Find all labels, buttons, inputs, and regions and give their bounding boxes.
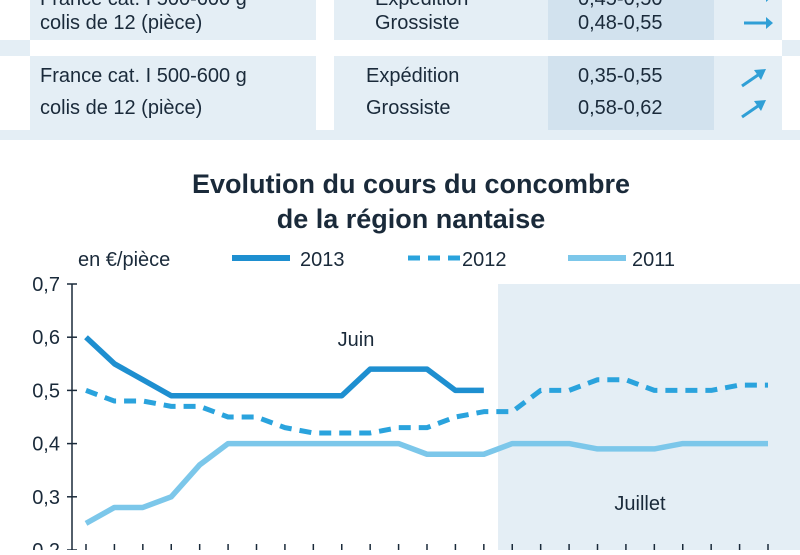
legend-label-2011: 2011 — [632, 249, 675, 271]
up-arrow-icon — [741, 100, 766, 119]
market-label: Expédition — [366, 65, 460, 87]
flat-arrow-icon — [766, 0, 769, 2]
product-label: France cat. I 500-600 g — [40, 0, 247, 12]
y-tick-label: 0,5 — [32, 380, 60, 402]
market-label: Expédition — [375, 0, 468, 12]
product-label: France cat. I 500-600 g — [40, 65, 247, 87]
y-tick-label: 0,4 — [32, 434, 60, 456]
legend: 2013 2012 2011 — [232, 249, 675, 271]
product-label: colis de 12 (pièce) — [40, 97, 203, 119]
period-label-juillet: Juillet — [614, 493, 666, 515]
price-range: 0,45-0,50 — [578, 0, 663, 12]
chart-title: Evolution du cours du concombre — [192, 169, 630, 199]
y-tick-label: 0,7 — [32, 274, 60, 296]
period-label-juin: Juin — [338, 329, 375, 351]
series-line-2012 — [85, 377, 768, 436]
legend-label-2012: 2012 — [462, 249, 507, 271]
y-axis-unit-label: en €/pièce — [78, 249, 170, 271]
y-tick-label: 0,3 — [32, 487, 60, 509]
y-tick-label: 0,2 — [32, 540, 60, 550]
series-line-2011 — [84, 440, 768, 526]
market-label: Grossiste — [366, 97, 451, 119]
table-row: France cat. I 500-600 g colis de 12 (piè… — [0, 0, 800, 40]
legend-label-2013: 2013 — [300, 249, 345, 271]
price-chart: Evolution du cours du concombre de la ré… — [0, 150, 800, 555]
product-label: colis de 12 (pièce) — [40, 12, 203, 34]
table-row: France cat. I 500-600 g colis de 12 (piè… — [0, 56, 800, 130]
up-arrow-icon — [741, 69, 766, 88]
price-table: France cat. I 500-600 g colis de 12 (piè… — [0, 0, 800, 140]
y-tick-label: 0,6 — [32, 327, 60, 349]
juillet-period-band — [498, 284, 800, 550]
chart-subtitle: de la région nantaise — [277, 204, 546, 234]
price-range: 0,35-0,55 — [578, 65, 663, 87]
series-line-2013 — [84, 335, 484, 399]
flat-arrow-icon — [744, 17, 773, 29]
market-label: Grossiste — [375, 12, 460, 34]
price-range: 0,48-0,55 — [578, 12, 663, 34]
chart-canvas: Evolution du cours du concombre de la ré… — [32, 169, 800, 555]
price-range: 0,58-0,62 — [578, 97, 663, 119]
